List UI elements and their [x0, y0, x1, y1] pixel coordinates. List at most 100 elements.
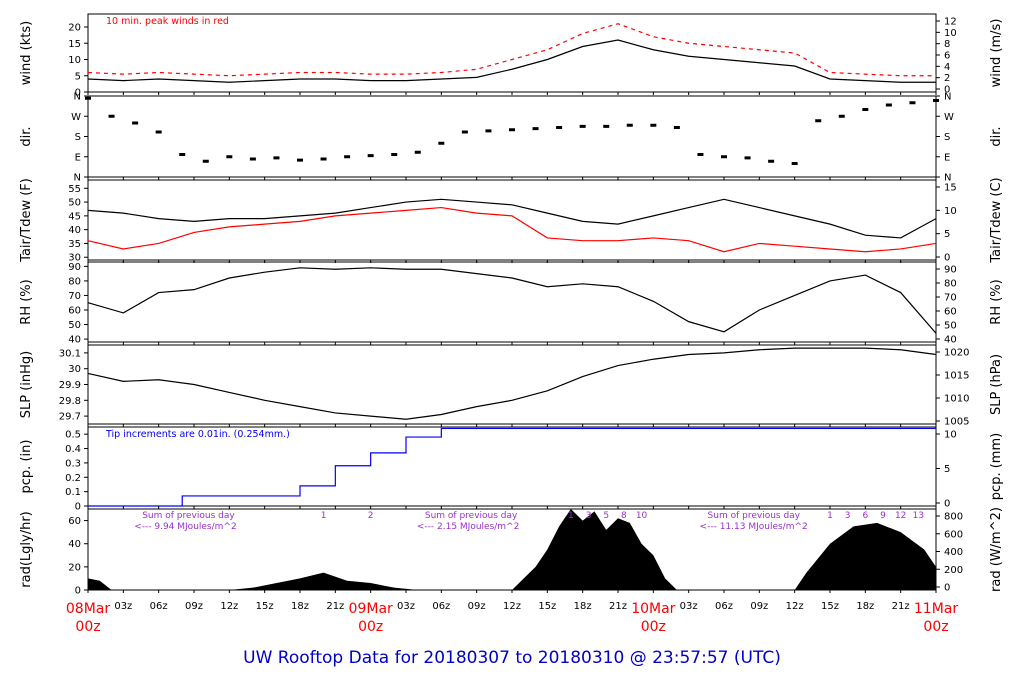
slp-ytick-left-label: 29.9: [59, 380, 81, 391]
dir-point: [603, 124, 610, 128]
x-date-label: 08Mar: [66, 601, 110, 617]
x-tick-label: 21z: [326, 601, 344, 612]
rh-ytick-left-label: 40: [68, 335, 81, 346]
wind-ytick-left-label: 5: [75, 71, 81, 82]
rad-ytick-right-label: 0: [944, 583, 950, 594]
dir-ytick-left-label: W: [71, 112, 81, 123]
x-date-hour-label: 00z: [641, 619, 666, 635]
x-tick-label: 06z: [715, 601, 733, 612]
x-date-hour-label: 00z: [923, 619, 948, 635]
x-tick-label: 18z: [856, 601, 874, 612]
dir-point: [579, 124, 586, 128]
pcp-ytick-right-label: 10: [944, 430, 957, 441]
slp-ylabel-right: SLP (hPa): [989, 354, 1004, 415]
temp-ytick-left-label: 45: [68, 211, 81, 222]
dir-point: [85, 96, 91, 100]
temp-ylabel-right: Tair/Tdew (C): [989, 177, 1004, 263]
rh-ytick-left-label: 70: [68, 291, 81, 302]
temp-ytick-right-label: 15: [944, 183, 957, 194]
x-tick-label: 03z: [397, 601, 415, 612]
dir-point: [768, 159, 775, 163]
dir-point: [461, 130, 468, 134]
x-tick-label: 03z: [680, 601, 698, 612]
dir-point: [179, 153, 186, 156]
rad-hour-marker: 6: [862, 511, 868, 521]
rad-ylabel-left: rad(Lgly/hr): [19, 511, 34, 587]
rad-annotation-line1: Sum of previous day: [142, 511, 235, 521]
temp-ytick-right-label: 5: [944, 229, 950, 240]
pcp-ylabel-right: pcp. (mm): [989, 433, 1004, 500]
x-date-label: 10Mar: [631, 601, 675, 617]
pcp-series-line: [88, 427, 936, 507]
dir-point: [391, 153, 398, 156]
dir-ytick-left-label: N: [74, 92, 81, 103]
x-date-label: 09Mar: [349, 601, 393, 617]
dir-point: [132, 121, 139, 125]
x-tick-label: 15z: [538, 601, 556, 612]
wind-ytick-right-label: 8: [944, 39, 950, 50]
wind-ytick-left-label: 10: [68, 55, 81, 66]
dir-point: [744, 156, 751, 160]
dir-point: [909, 101, 916, 105]
dir-point: [438, 141, 445, 145]
temp-ytick-left-label: 35: [68, 239, 81, 250]
rad-ytick-left-label: 20: [68, 562, 81, 573]
dir-point: [862, 108, 869, 111]
rad-ytick-left-label: 0: [75, 586, 81, 597]
wind-ytick-right-label: 0: [944, 85, 950, 96]
rh-ytick-right-label: 60: [944, 307, 957, 318]
slp-ytick-right-label: 1015: [944, 371, 969, 382]
x-tick-label: 09z: [468, 601, 486, 612]
rad-hour-marker: 3: [845, 511, 851, 521]
rad-ylabel-right: rad (W/m^2): [989, 507, 1004, 592]
wind-ytick-left-label: 20: [68, 23, 81, 34]
dir-point: [485, 129, 492, 133]
pcp-ylabel-left: pcp. (in): [19, 440, 34, 494]
rad-ytick-right-label: 800: [944, 512, 963, 523]
dir-frame: [87, 95, 937, 178]
rh-ytick-right-label: 50: [944, 321, 957, 332]
dir-ylabel-left: dir.: [19, 126, 34, 146]
rh-ytick-left-label: 50: [68, 320, 81, 331]
x-tick-label: 18z: [574, 601, 592, 612]
dir-point: [885, 103, 892, 107]
dir-ylabel-right: dir.: [989, 126, 1004, 146]
temp-ytick-right-label: 0: [944, 253, 950, 264]
x-tick-label: 12z: [503, 601, 521, 612]
wind-series-line: [87, 39, 936, 83]
dir-point: [532, 127, 539, 131]
x-tick-label: 12z: [786, 601, 804, 612]
dir-ytick-right-label: E: [944, 152, 950, 163]
dir-point: [838, 114, 845, 118]
x-tick-label: 15z: [821, 601, 839, 612]
dir-point: [933, 99, 939, 102]
x-date-hour-label: 00z: [358, 619, 383, 635]
dir-point: [367, 154, 374, 158]
rad-hour-marker: 9: [880, 511, 886, 521]
rad-hour-marker: 2: [368, 511, 374, 521]
temp-ytick-left-label: 30: [68, 253, 81, 264]
rh-ytick-left-label: 90: [68, 262, 81, 273]
rh-ytick-right-label: 80: [944, 279, 957, 290]
dir-point: [791, 162, 798, 165]
dir-point: [721, 155, 727, 159]
wind-ytick-right-label: 10: [944, 28, 957, 39]
temp-ylabel-left: Tair/Tdew (F): [19, 178, 34, 263]
wind-ytick-right-label: 4: [944, 62, 950, 73]
slp-ytick-left-label: 29.7: [59, 412, 81, 423]
rh-ytick-left-label: 60: [68, 306, 81, 317]
slp-ytick-right-label: 1005: [944, 417, 969, 428]
slp-ytick-right-label: 1010: [944, 394, 969, 405]
slp-ylabel-left: SLP (inHg): [19, 351, 34, 419]
x-tick-label: 03z: [114, 601, 132, 612]
x-date-hour-label: 00z: [75, 619, 100, 635]
wind-ylabel-left: wind (kts): [19, 21, 34, 85]
x-tick-label: 21z: [892, 601, 910, 612]
rh-ytick-right-label: 40: [944, 335, 957, 346]
rad-hour-marker: 12: [895, 511, 906, 521]
rh-ylabel-right: RH (%): [989, 279, 1004, 324]
slp-ytick-left-label: 30.1: [59, 348, 81, 359]
rad-ytick-right-label: 200: [944, 565, 963, 576]
dir-point: [249, 157, 256, 161]
